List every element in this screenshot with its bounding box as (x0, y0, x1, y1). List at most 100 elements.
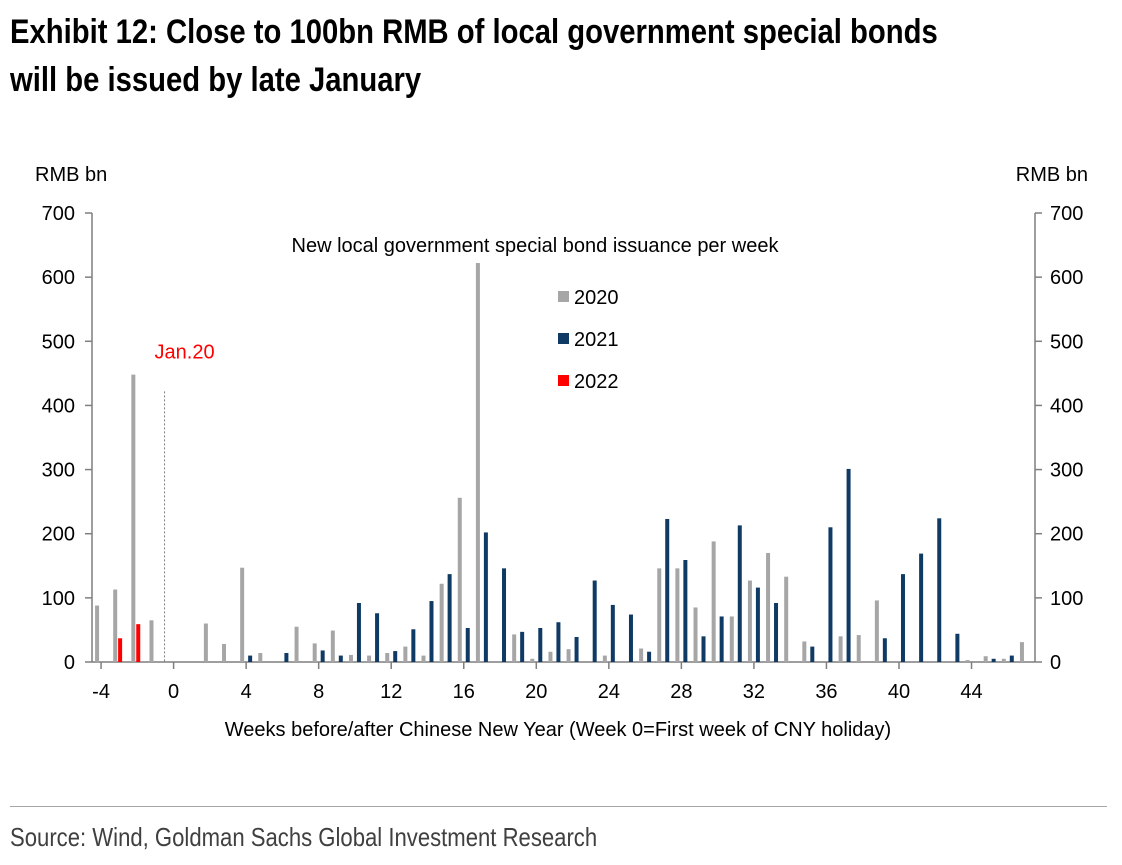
bar-2020 (983, 656, 988, 662)
bar-2020 (222, 644, 227, 662)
bar-2020 (475, 263, 480, 662)
bar-2021 (701, 636, 706, 662)
legend-swatch-2020 (558, 291, 569, 302)
bar-2021 (502, 568, 507, 662)
bar-2021 (774, 602, 779, 662)
x-tick-label: -4 (92, 681, 110, 703)
bar-2020 (802, 641, 807, 662)
x-tick-label: 12 (380, 681, 402, 703)
y-tick-label-right: 0 (1050, 652, 1061, 674)
bar-2020 (439, 583, 444, 662)
bar-2020 (675, 568, 680, 662)
bar-2021 (900, 574, 905, 662)
bar-2020 (330, 630, 335, 662)
bar-2021 (610, 604, 615, 662)
bar-2020 (421, 655, 426, 662)
y-axis-label-left: RMB bn (35, 164, 107, 186)
bar-2021 (683, 560, 688, 662)
bar-2020 (711, 541, 716, 662)
bar-2021 (937, 518, 942, 662)
bar-2020 (149, 620, 154, 662)
bar-2021 (248, 655, 253, 662)
bar-2021 (810, 646, 815, 662)
bar-2021 (919, 553, 924, 662)
y-tick-label-right: 400 (1050, 395, 1083, 417)
x-tick-label: 28 (670, 681, 692, 703)
bar-2021 (846, 468, 851, 662)
bar-2020 (367, 655, 372, 662)
bar-2021 (882, 638, 887, 662)
y-tick-label-right: 200 (1050, 524, 1083, 546)
x-tick-label: 20 (525, 681, 547, 703)
bar-2021 (447, 574, 452, 662)
bar-2021 (574, 636, 579, 662)
x-tick-label: 4 (241, 681, 252, 703)
bar-2020 (874, 600, 879, 662)
bar-2020 (131, 374, 136, 662)
bar-2021 (538, 628, 543, 662)
source-note: Source: Wind, Goldman Sachs Global Inves… (10, 822, 598, 852)
x-tick-label: 40 (888, 681, 910, 703)
bar-2020 (95, 605, 100, 662)
bar-2020 (113, 589, 118, 662)
bar-2020 (530, 658, 535, 662)
bar-2020 (385, 653, 390, 662)
bar-2020 (348, 654, 353, 662)
bar-2021 (429, 601, 434, 662)
bar-2021 (719, 616, 724, 662)
bar-2021 (1009, 655, 1014, 662)
bar-2020 (784, 576, 789, 662)
bar-2020 (203, 623, 208, 662)
y-tick-label-left: 300 (42, 460, 75, 482)
x-tick-label: 8 (313, 681, 324, 703)
x-tick-label: 0 (168, 681, 179, 703)
y-tick-label-right: 600 (1050, 267, 1083, 289)
y-tick-label-left: 600 (42, 267, 75, 289)
bar-2021 (356, 602, 361, 662)
bars-layer (95, 263, 1024, 662)
y-tick-label-left: 0 (64, 652, 75, 674)
bar-2021 (393, 651, 398, 662)
x-tick-label: 32 (743, 681, 765, 703)
exhibit-title: Exhibit 12: Close to 100bn RMB of local … (10, 8, 956, 104)
bar-2020 (766, 552, 771, 662)
bar-2020 (240, 567, 245, 662)
bar-2021 (556, 622, 561, 662)
bar-2020 (1001, 658, 1006, 662)
bar-2022 (136, 624, 141, 662)
jan20-annotation: Jan.20 (155, 341, 215, 662)
bar-2020 (965, 660, 970, 662)
bar-2021 (483, 532, 488, 662)
legend-swatch-2021 (558, 333, 569, 344)
exhibit-title-line-1: Exhibit 12: Close to 100bn RMB of local … (10, 13, 938, 51)
bar-2021 (320, 650, 325, 662)
bar-2020 (693, 607, 698, 662)
bar-2020 (566, 649, 571, 662)
bar-2021 (647, 651, 652, 662)
x-tick-label: 36 (815, 681, 837, 703)
bar-2021 (592, 580, 597, 662)
bar-2020 (838, 636, 843, 662)
y-tick-label-left: 100 (42, 588, 75, 610)
y-tick-label-left: 400 (42, 395, 75, 417)
y-tick-label-right: 700 (1050, 203, 1083, 225)
legend-swatch-2022 (558, 375, 569, 386)
legend-label-2021: 2021 (574, 329, 619, 351)
x-tick-label: 16 (453, 681, 475, 703)
legend-label-2022: 2022 (574, 371, 619, 393)
y-tick-label-right: 500 (1050, 331, 1083, 353)
bar-2020 (294, 626, 299, 662)
x-tick-label: 24 (598, 681, 620, 703)
bar-2020 (403, 646, 408, 662)
bar-2020 (747, 580, 752, 662)
bar-2021 (284, 653, 289, 662)
bar-2020 (258, 653, 263, 662)
y-tick-label-right: 300 (1050, 460, 1083, 482)
bar-2020 (512, 634, 517, 662)
bar-2021 (411, 629, 416, 662)
x-axis-label: Weeks before/after Chinese New Year (Wee… (225, 719, 891, 741)
bar-2022 (118, 638, 123, 662)
bar-2020 (548, 651, 553, 662)
y-tick-label-left: 200 (42, 524, 75, 546)
